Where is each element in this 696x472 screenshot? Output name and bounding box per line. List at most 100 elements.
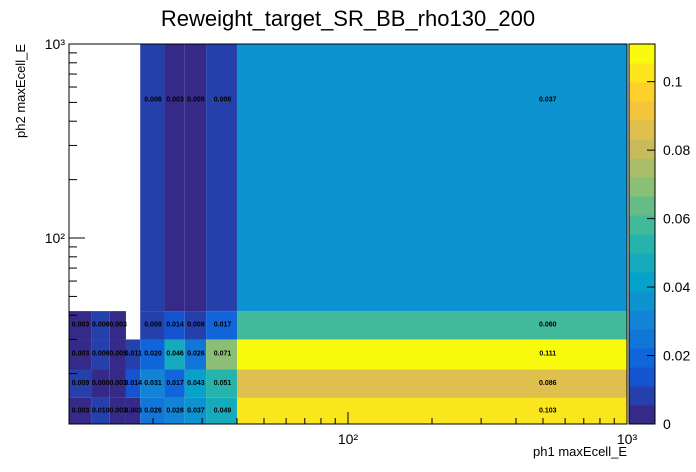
heatmap-cell: [164, 44, 185, 312]
cell-label: 0.005: [109, 351, 127, 358]
heatmap-cell: [140, 311, 165, 340]
cell-label: 0.009: [187, 322, 205, 329]
cell-label: 0.017: [166, 380, 184, 387]
cell-label: 0.026: [187, 351, 205, 358]
heatmap-cell: [236, 311, 627, 340]
heatmap-cell: [109, 311, 126, 340]
heatmap-cell: [140, 339, 165, 370]
cell-label: 0.028: [166, 407, 184, 414]
z-tick-label: 0.1: [663, 74, 683, 90]
heatmap-cell: [184, 339, 207, 370]
heatmap-cell: [206, 44, 237, 312]
palette-band: [629, 139, 655, 159]
cell-label: 0.060: [539, 322, 557, 329]
heatmap-cell: [206, 397, 237, 424]
heatmap-cell: [140, 44, 165, 312]
heatmap-cell: [184, 369, 207, 398]
cell-label: 0.037: [187, 407, 205, 414]
heatmap-cell: [184, 44, 207, 312]
z-tick-label: 0.06: [663, 211, 690, 227]
z-tick-label: 0: [663, 416, 671, 432]
cell-label: 0.051: [214, 380, 232, 387]
palette-band: [629, 367, 655, 387]
chart-title: Reweight_target_SR_BB_rho130_200: [161, 6, 535, 31]
heatmap-cell: [109, 339, 126, 370]
cell-label: 0.031: [144, 380, 162, 387]
cell-label: 0.014: [166, 322, 184, 329]
cell-label: 0.020: [144, 351, 162, 358]
cell-label: 0.003: [109, 322, 127, 329]
y-tick-label: 10²: [45, 230, 66, 246]
cell-label: 0.014: [125, 380, 143, 387]
palette-band: [629, 196, 655, 216]
cell-label: 0.111: [539, 351, 556, 358]
cell-label: 0.000: [92, 380, 110, 387]
heatmap-cell: [206, 369, 237, 398]
cell-label: 0.005: [187, 96, 205, 103]
cell-label: 0.003: [109, 407, 127, 414]
cell-label: 0.003: [166, 96, 184, 103]
heatmap-cell: [125, 339, 141, 370]
palette-band: [629, 44, 655, 64]
palette-band: [629, 177, 655, 197]
cell-label: 0.006: [144, 96, 162, 103]
palette-band: [629, 215, 655, 235]
heatmap-cell: [184, 397, 207, 424]
cell-label: 0.006: [92, 322, 110, 329]
cell-label: 0.071: [214, 351, 232, 358]
palette-band: [629, 63, 655, 83]
palette-band: [629, 310, 655, 330]
palette-band: [629, 272, 655, 292]
cell-label: 0.003: [72, 351, 90, 358]
cell-label: 0.006: [92, 351, 110, 358]
heatmap-cell: [164, 339, 185, 370]
palette-frame: [628, 43, 656, 425]
cell-label: 0.046: [166, 351, 184, 358]
cell-label: 0.003: [72, 407, 90, 414]
cell-label: 0.086: [539, 380, 557, 387]
palette-band: [629, 386, 655, 406]
y-axis-label: ph2 maxEcell_E: [13, 44, 28, 138]
cell-label: 0.003: [72, 322, 90, 329]
heatmap-cell: [69, 369, 92, 398]
palette-band: [629, 253, 655, 273]
heatmap-cell: [164, 397, 185, 424]
heatmap-cell: [206, 339, 237, 370]
cell-label: 0.037: [539, 96, 557, 103]
cell-label: 0.026: [144, 407, 162, 414]
heatmap-cell: [109, 397, 126, 424]
cell-label: 0.011: [125, 351, 142, 358]
cell-label: 0.009: [144, 322, 162, 329]
heatmap-cell: [91, 369, 110, 398]
cell-label: 0.003: [125, 407, 143, 414]
heatmap-cell: [69, 397, 92, 424]
palette-band: [629, 101, 655, 121]
palette-band: [629, 82, 655, 102]
heatmap-cell: [125, 369, 141, 398]
heatmap-cell: [91, 397, 110, 424]
palette-band: [629, 291, 655, 311]
heatmap-cell: [69, 311, 92, 340]
cell-label: 0.010: [92, 407, 110, 414]
x-tick-label: 10²: [338, 431, 359, 447]
palette-band: [629, 158, 655, 178]
cell-label: 0.017: [214, 322, 232, 329]
heatmap-cell: [91, 339, 110, 370]
z-tick-label: 0.02: [663, 348, 690, 364]
y-tick-label: 10³: [45, 36, 66, 52]
heatmap-cell: [164, 369, 185, 398]
heatmap-cell: [140, 369, 165, 398]
cell-label: 0.103: [539, 407, 557, 414]
heatmap-cell: [91, 311, 110, 340]
heatmap-cell: [69, 339, 92, 370]
heatmap-cell: [109, 369, 126, 398]
heatmap-cell: [164, 311, 185, 340]
x-axis-label: ph1 maxEcell_E: [533, 444, 627, 459]
x-tick-label: 10³: [617, 431, 638, 447]
cell-label: 0.009: [72, 380, 90, 387]
heatmap-cell: [184, 311, 207, 340]
palette-band: [629, 329, 655, 349]
heatmap-cell: [236, 44, 627, 312]
z-tick-label: 0.04: [663, 279, 690, 295]
